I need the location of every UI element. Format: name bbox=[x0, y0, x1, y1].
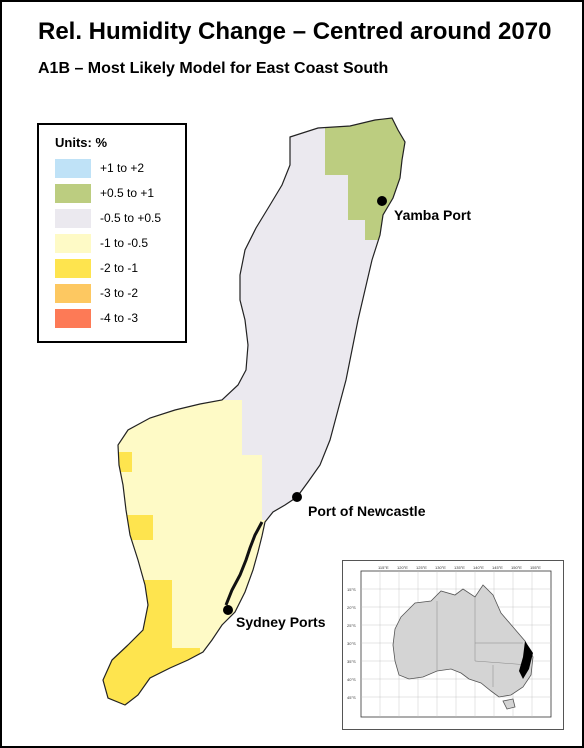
svg-text:145°E: 145°E bbox=[492, 565, 503, 570]
newcastle-port-marker bbox=[292, 492, 302, 502]
svg-text:150°E: 150°E bbox=[511, 565, 522, 570]
svg-text:135°E: 135°E bbox=[454, 565, 465, 570]
svg-text:25°S: 25°S bbox=[347, 623, 356, 628]
region-outline bbox=[102, 117, 406, 706]
legend-label: -2 to -1 bbox=[100, 261, 139, 275]
svg-text:30°S: 30°S bbox=[347, 641, 356, 646]
legend-label: -4 to -3 bbox=[100, 311, 139, 325]
svg-text:15°S: 15°S bbox=[347, 587, 356, 592]
legend-swatch bbox=[55, 234, 91, 253]
svg-text:40°S: 40°S bbox=[347, 677, 356, 682]
inset-state-borders bbox=[436, 597, 530, 687]
tasmania-outline bbox=[502, 698, 516, 710]
svg-text:130°E: 130°E bbox=[435, 565, 446, 570]
svg-text:35°S: 35°S bbox=[347, 659, 356, 664]
map-subtitle: A1B – Most Likely Model for East Coast S… bbox=[38, 60, 389, 77]
sydney-port-label: Sydney Ports bbox=[236, 614, 326, 630]
legend-swatch bbox=[55, 309, 91, 328]
legend: Units: % +1 to +2 +0.5 to +1 -0.5 to +0.… bbox=[37, 123, 187, 343]
legend-swatch bbox=[55, 159, 91, 178]
legend-label: +0.5 to +1 bbox=[100, 186, 155, 200]
yellow-zone-north bbox=[103, 452, 132, 472]
newcastle-port-label: Port of Newcastle bbox=[308, 503, 426, 519]
svg-text:125°E: 125°E bbox=[416, 565, 427, 570]
legend-item: +0.5 to +1 bbox=[55, 184, 183, 204]
coastal-waterways bbox=[224, 521, 264, 606]
study-region-highlight bbox=[519, 641, 533, 679]
legend-item: -3 to -2 bbox=[55, 284, 183, 304]
legend-label: -3 to -2 bbox=[100, 286, 139, 300]
legend-title: Units: % bbox=[55, 135, 107, 150]
svg-text:20°S: 20°S bbox=[347, 605, 356, 610]
svg-text:140°E: 140°E bbox=[473, 565, 484, 570]
inset-locator-map: 115°E 120°E 125°E 130°E 135°E 140°E 145°… bbox=[342, 560, 564, 730]
australia-outline bbox=[392, 584, 534, 698]
legend-label: -0.5 to +0.5 bbox=[100, 211, 162, 225]
legend-item: -0.5 to +0.5 bbox=[55, 209, 183, 229]
svg-text:115°E: 115°E bbox=[378, 565, 389, 570]
map-title: Rel. Humidity Change – Centred around 20… bbox=[38, 18, 552, 45]
legend-swatch bbox=[55, 209, 91, 228]
legend-swatch bbox=[55, 184, 91, 203]
svg-text:155°E: 155°E bbox=[530, 565, 541, 570]
legend-item: +1 to +2 bbox=[55, 159, 183, 179]
inset-svg: 115°E 120°E 125°E 130°E 135°E 140°E 145°… bbox=[347, 565, 552, 718]
legend-item: -4 to -3 bbox=[55, 309, 183, 329]
legend-item: -2 to -1 bbox=[55, 259, 183, 279]
legend-swatch bbox=[55, 259, 91, 278]
legend-label: -1 to -0.5 bbox=[100, 236, 149, 250]
yellow-zone-mid bbox=[103, 515, 153, 540]
legend-item: -1 to -0.5 bbox=[55, 234, 183, 254]
inset-lon-labels: 115°E 120°E 125°E 130°E 135°E 140°E 145°… bbox=[378, 565, 541, 570]
svg-text:120°E: 120°E bbox=[397, 565, 408, 570]
yamba-port-label: Yamba Port bbox=[394, 207, 472, 223]
sydney-port-marker bbox=[223, 605, 233, 615]
svg-text:45°S: 45°S bbox=[347, 695, 356, 700]
legend-label: +1 to +2 bbox=[100, 161, 145, 175]
yamba-port-marker bbox=[377, 196, 387, 206]
inset-lat-labels: 15°S 20°S 25°S 30°S 35°S 40°S 45°S bbox=[347, 587, 356, 700]
legend-swatch bbox=[55, 284, 91, 303]
